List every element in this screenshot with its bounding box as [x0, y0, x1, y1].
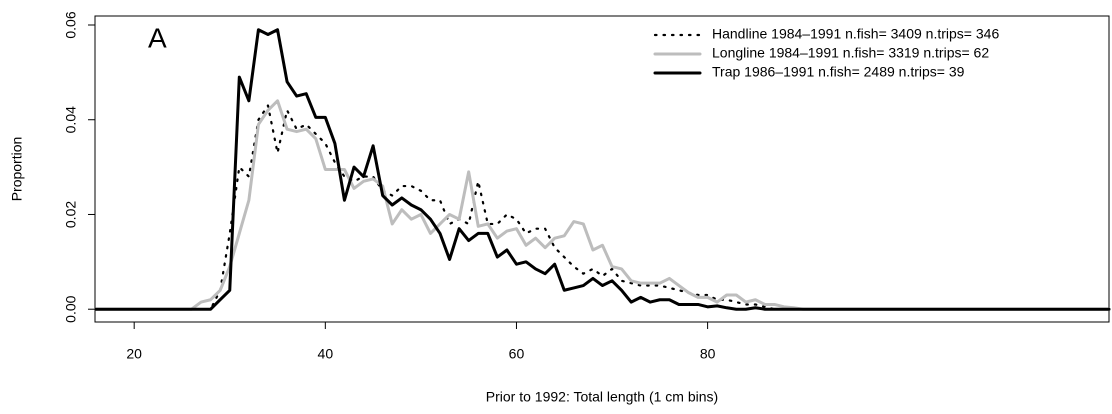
- panel-label: A: [148, 22, 167, 53]
- legend-label: Longline 1984–1991 n.fish= 3319 n.trips=…: [712, 45, 989, 61]
- y-tick-label: 0.04: [63, 106, 79, 133]
- y-tick-label: 0.00: [63, 295, 79, 322]
- legend-label: Trap 1986–1991 n.fish= 2489 n.trips= 39: [712, 64, 965, 80]
- series-line: [94, 28, 1111, 311]
- x-axis-label: Prior to 1992: Total length (1 cm bins): [486, 389, 718, 405]
- y-tick-label: 0.06: [63, 11, 79, 38]
- x-tick-label: 40: [318, 346, 334, 362]
- series-line: [94, 99, 1111, 311]
- x-tick-label: 20: [126, 346, 142, 362]
- y-axis-label: Proportion: [9, 137, 25, 202]
- x-tick-label: 80: [700, 346, 716, 362]
- x-tick-label: 60: [509, 346, 525, 362]
- y-tick-label: 0.02: [63, 201, 79, 228]
- plot-frame: [94, 15, 1110, 323]
- legend-label: Handline 1984–1991 n.fish= 3409 n.trips=…: [712, 26, 999, 42]
